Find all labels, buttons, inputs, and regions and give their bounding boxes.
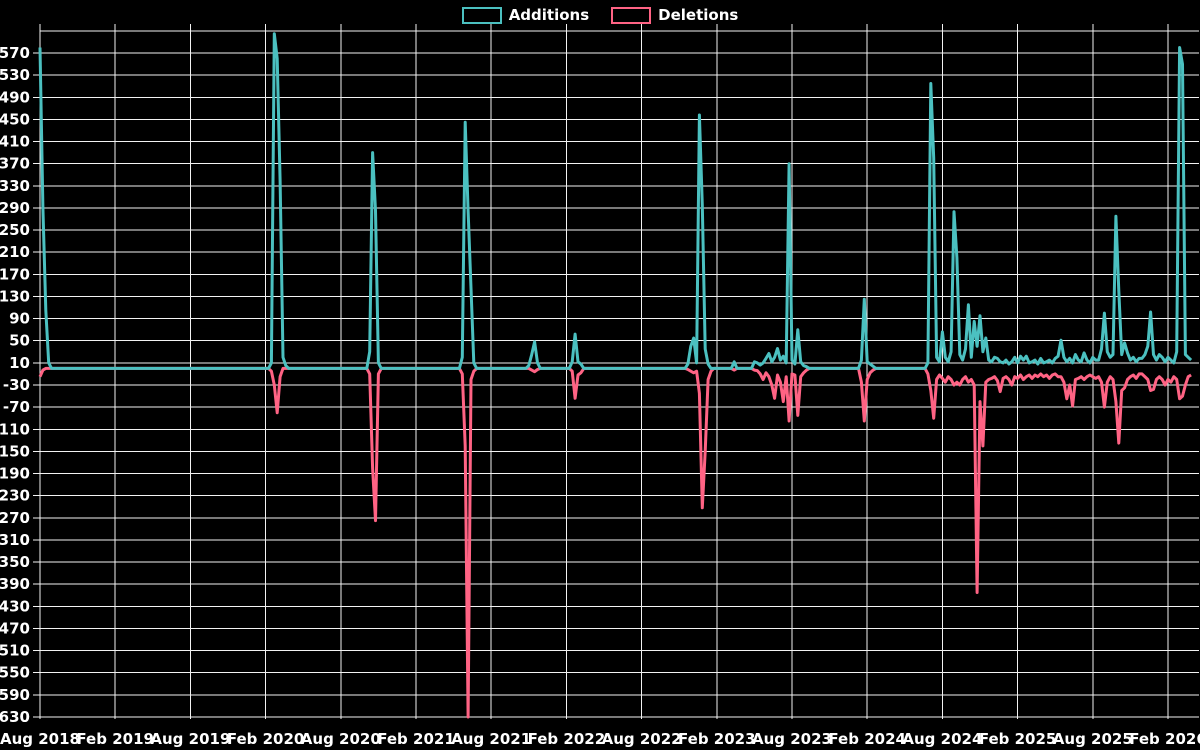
- x-tick-label: Aug 2024: [902, 730, 982, 748]
- y-tick-label: 530: [0, 66, 30, 84]
- x-tick-label: Aug 2025: [1053, 730, 1133, 748]
- y-tick-label: -150: [0, 442, 30, 460]
- legend-label-additions: Additions: [508, 6, 590, 24]
- y-tick-label: -510: [0, 642, 30, 660]
- y-tick-label: 250: [0, 221, 30, 239]
- x-tick-label: Aug 2018: [0, 730, 80, 748]
- x-tick-label: Aug 2021: [451, 730, 531, 748]
- y-tick-label: 450: [0, 110, 30, 128]
- legend-item-deletions[interactable]: Deletions: [611, 6, 738, 24]
- y-tick-label: -590: [0, 686, 30, 704]
- y-tick-label: 50: [9, 332, 30, 350]
- x-tick-label: Feb 2021: [377, 730, 455, 748]
- deletions-swatch-icon: [611, 6, 652, 24]
- x-tick-label: Feb 2025: [979, 730, 1057, 748]
- y-tick-label: -70: [3, 398, 30, 416]
- y-tick-label: -550: [0, 664, 30, 682]
- y-tick-label: -310: [0, 531, 30, 549]
- y-tick-label: 490: [0, 88, 30, 106]
- y-tick-label: -270: [0, 509, 30, 527]
- y-tick-label: -630: [0, 708, 30, 726]
- y-tick-label: 290: [0, 199, 30, 217]
- x-tick-label: Feb 2022: [528, 730, 606, 748]
- gridlines: [33, 24, 1199, 719]
- y-tick-label: 570: [0, 44, 30, 62]
- y-tick-label: 330: [0, 177, 30, 195]
- x-tick-label: Feb 2026: [1129, 730, 1200, 748]
- y-tick-label: -110: [0, 420, 30, 438]
- chart-legend: Additions Deletions: [0, 6, 1200, 24]
- y-tick-label: -30: [3, 376, 30, 394]
- y-tick-label: -350: [0, 553, 30, 571]
- additions-swatch-icon: [461, 6, 502, 24]
- additions-line: [38, 32, 1193, 370]
- y-tick-label: 170: [0, 265, 30, 283]
- y-tick-label: -470: [0, 619, 30, 637]
- x-tick-label: Feb 2024: [828, 730, 906, 748]
- x-tick-label: Feb 2019: [76, 730, 154, 748]
- y-tick-label: -230: [0, 487, 30, 505]
- x-tick-label: Aug 2019: [150, 730, 230, 748]
- x-tick-label: Aug 2022: [602, 730, 682, 748]
- legend-label-deletions: Deletions: [658, 6, 739, 24]
- y-tick-label: 90: [9, 310, 30, 328]
- x-tick-label: Aug 2020: [301, 730, 381, 748]
- y-tick-label: 130: [0, 287, 30, 305]
- y-tick-label: -390: [0, 575, 30, 593]
- deletions-line: [38, 366, 1192, 719]
- x-tick-label: Feb 2020: [227, 730, 305, 748]
- x-tick-label: Feb 2023: [678, 730, 756, 748]
- y-tick-label: -190: [0, 465, 30, 483]
- x-tick-label: Aug 2023: [752, 730, 832, 748]
- y-tick-label: 410: [0, 133, 30, 151]
- y-tick-label: 10: [9, 354, 30, 372]
- axis-labels: 570 530 490 450 410 370 330 290 250 210 170 130 90 50…: [0, 44, 1200, 748]
- y-tick-label: -430: [0, 597, 30, 615]
- y-tick-label: 370: [0, 155, 30, 173]
- y-tick-label: 210: [0, 243, 30, 261]
- legend-item-additions[interactable]: Additions: [461, 6, 590, 24]
